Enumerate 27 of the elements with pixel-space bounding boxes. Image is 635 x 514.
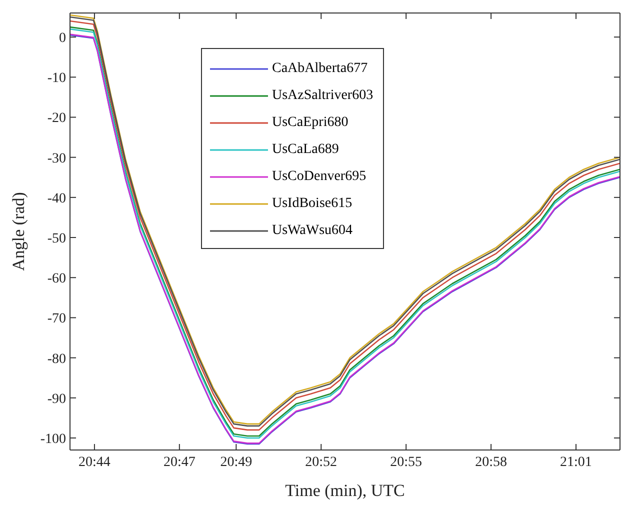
y-tick-label: -80: [47, 352, 66, 367]
x-tick-label: 20:44: [78, 454, 110, 470]
y-tick-label: -30: [47, 151, 66, 166]
legend-label: UsIdBoise615: [272, 196, 352, 212]
legend-label: UsCaEpri680: [272, 114, 348, 130]
y-tick-label: -100: [40, 432, 66, 447]
y-tick-label: -60: [47, 272, 66, 287]
x-tick-label: 21:01: [560, 454, 592, 470]
x-tick-label: 20:52: [305, 454, 338, 470]
y-tick-label: -50: [47, 231, 66, 246]
x-tick-label: 20:55: [390, 454, 422, 470]
legend-label: CaAbAlberta677: [272, 60, 368, 76]
legend-label: UsCoDenver695: [272, 168, 366, 184]
y-tick-label: 0: [59, 31, 66, 46]
x-axis-title: Time (min), UTC: [285, 481, 405, 500]
legend-label: UsCaLa689: [272, 142, 339, 158]
y-tick-label: -40: [47, 191, 66, 206]
x-tick-label: 20:49: [220, 454, 252, 470]
y-tick-label: -20: [47, 111, 66, 126]
y-tick-label: -10: [47, 71, 66, 86]
y-axis-title: Angle (rad): [9, 192, 28, 271]
x-tick-label: 20:47: [163, 454, 196, 470]
legend-label: UsAzSaltriver603: [272, 88, 374, 104]
legend-label: UsWaWsu604: [272, 222, 353, 238]
y-tick-label: -90: [47, 392, 66, 407]
y-tick-label: -70: [47, 312, 66, 327]
x-tick-label: 20:58: [475, 454, 507, 470]
